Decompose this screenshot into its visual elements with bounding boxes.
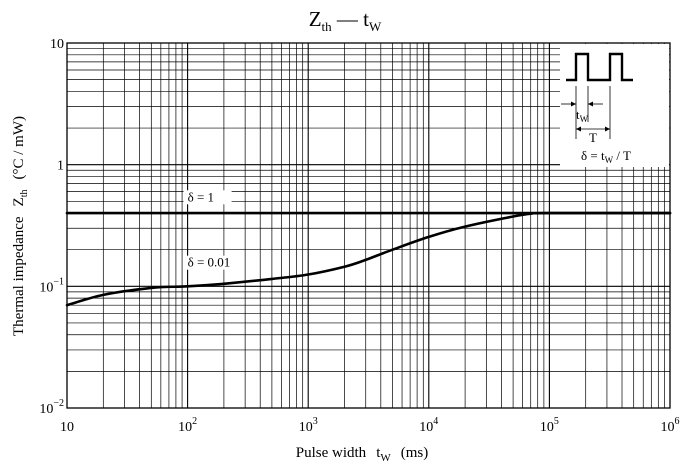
series-label-bg-0 bbox=[183, 190, 232, 205]
y-axis-label: Thermal impedance Zth (°C / mW) bbox=[11, 116, 30, 336]
title-var-sub: W bbox=[369, 19, 382, 34]
pulse-width-arrowhead-right bbox=[588, 101, 593, 107]
y-tick-label-1: 1 bbox=[57, 159, 64, 174]
plot-frame bbox=[66, 42, 671, 409]
grid-lines bbox=[67, 43, 670, 408]
period-arrowhead-left bbox=[576, 126, 581, 132]
y-axis-var: Z bbox=[11, 197, 27, 206]
plot-area: tW T δ = tW / T δ = 1δ = 0.01 bbox=[65, 42, 672, 409]
y-tick-label-0: 10 bbox=[50, 37, 64, 52]
x-tick-labels: 10 102 103 104 105 106 bbox=[60, 416, 680, 435]
pulse-width-var: t bbox=[576, 107, 580, 122]
pulse-width-sub: W bbox=[580, 114, 589, 124]
x-tick-label-3: 104 bbox=[419, 416, 438, 435]
y-tick-label-3: 10−2 bbox=[39, 398, 64, 417]
title-var: t bbox=[363, 7, 369, 31]
formula-sub: W bbox=[605, 155, 614, 165]
series-label-bg-1 bbox=[183, 255, 239, 270]
duty-cycle-formula: δ = tW / T bbox=[581, 148, 631, 165]
x-tick-label-0: 10 bbox=[60, 420, 74, 435]
x-axis-text: Pulse width bbox=[296, 445, 367, 461]
pulse-width-label: tW bbox=[576, 107, 589, 124]
x-axis-var: t bbox=[376, 445, 381, 461]
y-axis-text: Thermal impedance bbox=[11, 216, 27, 336]
x-tick-label-5: 106 bbox=[661, 416, 680, 435]
period-arrowhead-right bbox=[605, 126, 610, 132]
chart-title: Zth — tW bbox=[309, 7, 382, 34]
series-labels: δ = 1 δ = 0.01 bbox=[183, 189, 239, 270]
y-tick-label-2: 10−1 bbox=[39, 276, 64, 295]
x-tick-label-4: 105 bbox=[540, 416, 559, 435]
title-main: Z bbox=[309, 7, 322, 31]
formula-rhs: / T bbox=[613, 148, 631, 163]
y-axis-var-sub: th bbox=[19, 190, 30, 198]
duty-cycle-inset: tW T δ = tW / T bbox=[560, 44, 669, 167]
series-label-1: δ = 0.01 bbox=[188, 255, 231, 270]
y-tick-labels: 10 1 10−1 10−2 bbox=[39, 37, 64, 417]
x-axis-var-sub: W bbox=[380, 452, 391, 464]
title-sep: — bbox=[332, 7, 364, 31]
x-axis-label: Pulse width tW (ms) bbox=[296, 445, 429, 464]
x-axis-unit: (ms) bbox=[401, 445, 429, 461]
series-label-0: δ = 1 bbox=[188, 189, 214, 204]
series-layer bbox=[65, 211, 672, 307]
x-tick-label-2: 103 bbox=[299, 416, 318, 435]
formula-lhs: δ = t bbox=[581, 148, 605, 163]
series-line-1 bbox=[65, 211, 672, 307]
inset-background bbox=[560, 44, 669, 167]
pulse-waveform bbox=[566, 52, 633, 82]
title-main-sub: th bbox=[322, 19, 333, 34]
pulse-width-arrowhead-left bbox=[571, 101, 576, 107]
x-tick-label-1: 102 bbox=[178, 416, 197, 435]
y-axis-unit: (°C / mW) bbox=[11, 116, 27, 180]
period-label: T bbox=[589, 130, 597, 145]
